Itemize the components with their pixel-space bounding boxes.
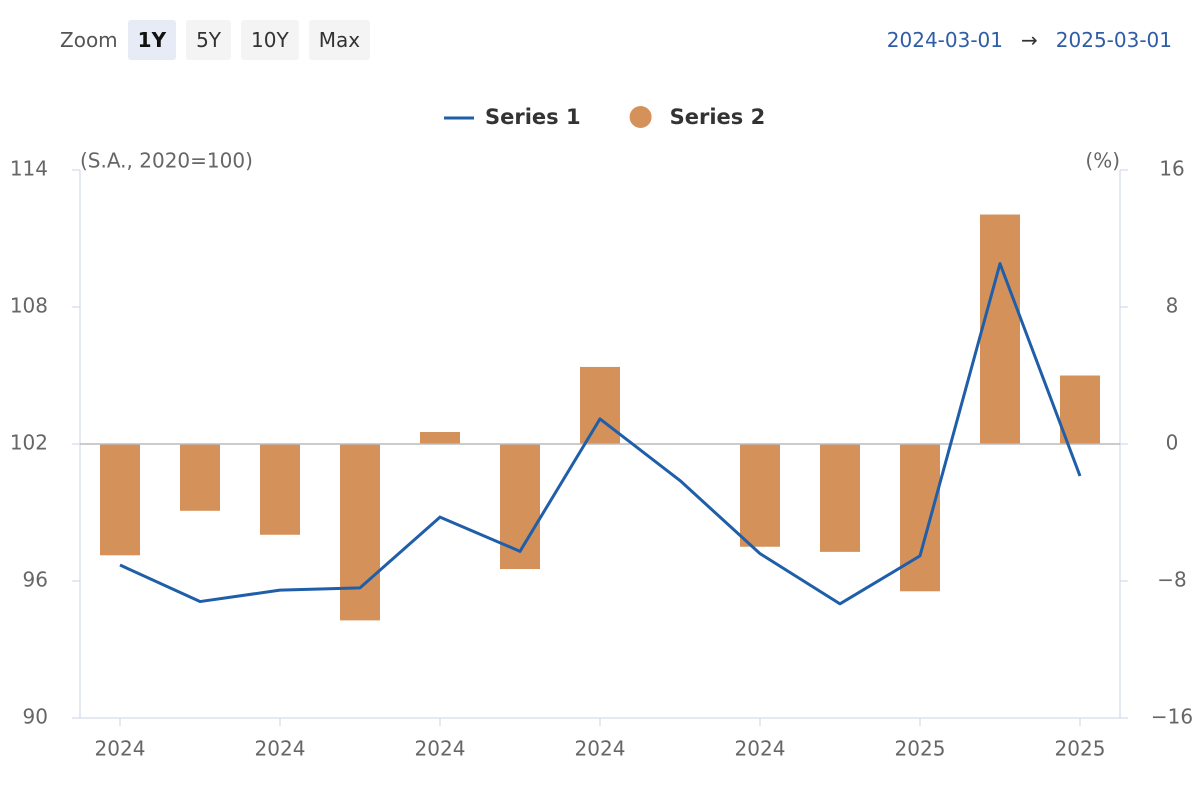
y-axis-label: (S.A., 2020=100) — [80, 149, 253, 173]
y-tick-label: 102 — [10, 431, 48, 455]
legend-label: Series 1 — [485, 105, 581, 129]
zoom-bar: Zoom 1Y 5Y 10Y Max — [60, 20, 371, 60]
bar — [980, 214, 1020, 444]
zoom-button[interactable]: 5Y — [186, 20, 232, 60]
y-tick-label: 114 — [10, 157, 48, 181]
zoom-label: Zoom — [60, 28, 118, 52]
bar — [740, 444, 780, 547]
bar — [500, 444, 540, 570]
x-tick-label: 2024 — [735, 737, 786, 761]
legend-swatch — [629, 106, 652, 128]
y2-tick-label: 0 — [1166, 431, 1179, 455]
zoom-button[interactable]: Max — [308, 20, 371, 60]
bar — [180, 444, 220, 511]
y-tick-label: 90 — [23, 705, 48, 729]
bar — [1060, 375, 1100, 444]
range-end[interactable]: 2025-03-01 — [1055, 28, 1172, 52]
y-tick-label: 108 — [10, 294, 48, 318]
range-start[interactable]: 2024-03-01 — [886, 28, 1003, 52]
bar — [420, 432, 460, 444]
x-tick-label: 2025 — [895, 737, 946, 761]
x-tick-label: 2024 — [95, 737, 146, 761]
bar — [580, 366, 620, 444]
y2-tick-label: 8 — [1166, 294, 1179, 318]
line — [119, 262, 1082, 606]
y2-tick-label: −16 — [1151, 705, 1193, 729]
zoom-button[interactable]: 10Y — [241, 20, 299, 60]
range-arrow: → — [1021, 28, 1038, 52]
bar — [260, 444, 300, 535]
zoom-buttons: 1Y 5Y 10Y Max — [127, 20, 371, 60]
y2-axis-label: (%) — [1085, 149, 1120, 173]
bar — [340, 444, 380, 621]
legend: Series 1 Series 2 — [444, 105, 765, 129]
x-tick-label: 2025 — [1055, 737, 1106, 761]
bar — [100, 444, 140, 556]
bar — [900, 444, 940, 592]
y2-tick-label: −8 — [1157, 568, 1186, 592]
date-range: 2024-03-01 → 2025-03-01 — [887, 28, 1172, 52]
x-tick-label: 2024 — [415, 737, 466, 761]
x-tick-label: 2024 — [575, 737, 626, 761]
bar — [820, 444, 860, 552]
y-tick-label: 96 — [23, 568, 48, 592]
x-tick-label: 2024 — [255, 737, 306, 761]
zoom-button[interactable]: 1Y — [127, 20, 177, 60]
y2-tick-label: 16 — [1159, 157, 1184, 181]
legend-label: Series 2 — [670, 105, 766, 129]
